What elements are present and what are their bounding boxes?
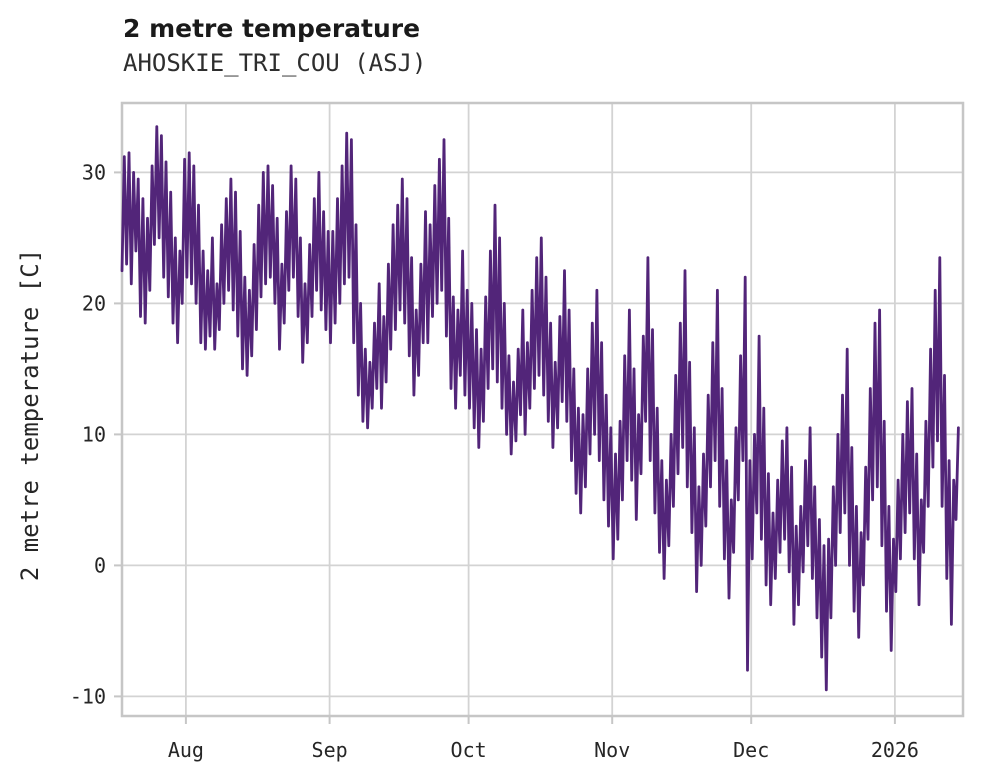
x-tick-label: 2026	[871, 738, 919, 762]
chart-title: 2 metre temperature	[123, 14, 421, 43]
chart-subtitle: AHOSKIE_TRI_COU (ASJ)	[123, 49, 427, 77]
y-tick-label: 0	[94, 553, 106, 577]
x-tick-label: Sep	[312, 738, 348, 762]
x-tick-label: Oct	[451, 738, 487, 762]
x-tick-label: Nov	[594, 738, 630, 762]
plot-border	[120, 101, 965, 718]
y-tick-label: 20	[82, 291, 106, 315]
y-tick-label: 30	[82, 160, 106, 184]
y-tick-label: -10	[70, 684, 106, 708]
x-tick-label: Dec	[733, 738, 769, 762]
y-tick-label: 10	[82, 422, 106, 446]
temperature-series-line	[120, 125, 960, 692]
x-tick-label: Aug	[168, 738, 204, 762]
